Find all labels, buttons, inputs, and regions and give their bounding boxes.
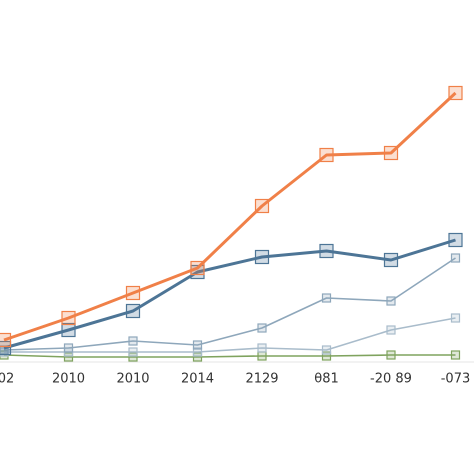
point-marker [128, 336, 138, 346]
point-marker [192, 347, 203, 357]
point-marker [61, 310, 76, 326]
point-marker [448, 85, 463, 101]
x-tick-label: -073 [441, 372, 471, 387]
point-marker [319, 243, 334, 259]
point-marker [0, 340, 12, 356]
series-line [3, 91, 457, 342]
point-marker [125, 303, 141, 319]
point-marker [383, 145, 399, 161]
point-marker [63, 343, 74, 353]
point-marker [128, 347, 138, 357]
point-marker [192, 340, 203, 350]
point-marker [383, 252, 399, 268]
point-marker [448, 232, 463, 248]
point-marker [128, 352, 138, 362]
point-marker [254, 249, 270, 265]
point-marker [0, 332, 12, 348]
x-tick-label: 02 [0, 372, 14, 387]
point-marker [321, 351, 332, 361]
point-marker [321, 293, 332, 303]
point-marker [450, 350, 461, 360]
point-marker [257, 351, 267, 361]
point-marker [61, 322, 76, 338]
point-marker [125, 285, 141, 301]
point-marker [386, 296, 396, 306]
point-marker [450, 313, 461, 323]
point-marker [321, 345, 332, 355]
point-marker [257, 323, 267, 333]
point-marker [192, 352, 203, 362]
series-line [3, 238, 456, 350]
x-tick-label: -20 89 [370, 372, 412, 387]
point-marker [63, 352, 74, 362]
x-tick-label: 2010 [52, 372, 85, 387]
point-marker [190, 260, 205, 276]
series-line [3, 257, 456, 351]
point-marker [386, 325, 396, 335]
series-line [4, 317, 456, 353]
x-tick-label: θ81 [314, 372, 339, 387]
point-marker [386, 350, 396, 360]
point-marker [450, 253, 461, 263]
x-tick-label: 2010 [116, 372, 149, 387]
series-line [3, 354, 456, 358]
point-marker [257, 343, 267, 353]
x-tick-label: 2129 [245, 372, 278, 387]
x-tick-label: 2014 [181, 372, 214, 387]
point-marker [254, 198, 270, 214]
point-marker [319, 147, 334, 163]
